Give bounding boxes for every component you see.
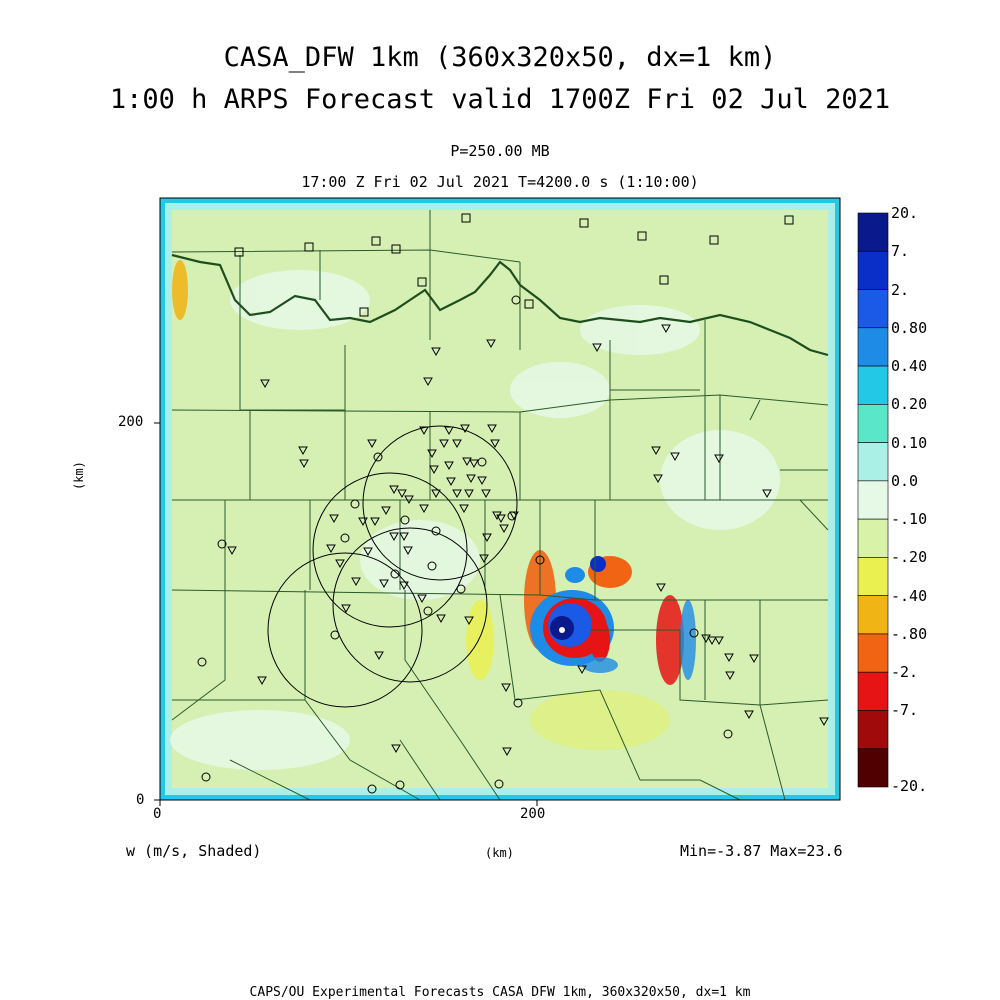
circle-station-marker xyxy=(535,555,545,565)
colorbar-swatch xyxy=(857,518,889,558)
county-boundaries xyxy=(171,210,829,801)
circle-station-marker xyxy=(400,515,410,525)
colorbar-label: 7. xyxy=(891,242,910,261)
colorbar-label: 20. xyxy=(891,204,919,222)
colorbar-label: -2. xyxy=(891,663,919,682)
colorbar-swatch xyxy=(857,595,889,635)
colorbar-label: -7. xyxy=(891,701,919,720)
circle-station-marker xyxy=(427,561,437,571)
square-station-marker xyxy=(304,242,314,252)
minmax-label: Min=-3.87 Max=23.6 xyxy=(680,842,843,860)
plot-border xyxy=(159,197,841,801)
y-axis-label: (km) xyxy=(72,461,86,490)
circle-station-marker xyxy=(390,569,400,579)
axis-ticks xyxy=(154,422,538,806)
circle-station-marker xyxy=(511,295,521,305)
colorbar-swatch xyxy=(857,557,889,596)
field-label: w (m/s, Shaded) xyxy=(126,842,262,860)
y-tick-200: 200 xyxy=(118,414,144,430)
colorbar-swatch xyxy=(857,327,889,367)
circle-station-marker xyxy=(723,729,733,739)
colorbar xyxy=(857,212,889,788)
footer: CAPS/OU Experimental Forecasts CASA DFW … xyxy=(249,985,751,1000)
circle-station-marker xyxy=(373,452,383,462)
colorbar-swatch xyxy=(857,442,889,482)
colorbar-label: 0.0 xyxy=(891,471,919,490)
square-station-marker xyxy=(461,213,471,223)
pressure-level: P=250.00 MB xyxy=(450,142,550,160)
colorbar-label: -.80 xyxy=(891,624,928,643)
x-axis-label: (km) xyxy=(485,846,514,860)
square-station-marker xyxy=(637,231,647,241)
storm-updraft xyxy=(524,550,696,685)
colorbar-label: -.10 xyxy=(891,510,928,529)
colorbar-label: 2. xyxy=(891,280,910,299)
circle-station-marker xyxy=(367,784,377,794)
radar-range-rings xyxy=(267,425,518,708)
y-tick-0: 0 xyxy=(136,792,145,808)
colorbar-swatch xyxy=(857,671,889,711)
square-station-marker xyxy=(391,244,401,254)
circle-station-marker xyxy=(350,499,360,509)
colorbar-swatch xyxy=(857,748,889,788)
circle-station-marker xyxy=(431,526,441,536)
circle-station-marker xyxy=(217,539,227,549)
circle-station-marker xyxy=(197,657,207,667)
x-tick-0: 0 xyxy=(153,806,162,822)
colorbar-swatch xyxy=(857,289,889,329)
colorbar-swatch xyxy=(857,365,889,405)
colorbar-label: -.20 xyxy=(891,548,928,567)
circle-station-marker xyxy=(340,533,350,543)
colorbar-swatch xyxy=(857,404,889,443)
colorbar-label: -20. xyxy=(891,777,928,795)
circle-station-marker xyxy=(201,772,211,782)
station-markers xyxy=(197,213,794,794)
colorbar-label: 0.20 xyxy=(891,395,928,414)
triangle-station-markers xyxy=(227,324,829,757)
square-station-marker xyxy=(579,218,589,228)
chart-title-line1: CASA_DFW 1km (360x320x50, dx=1 km) xyxy=(223,42,777,73)
square-station-marker xyxy=(417,277,427,287)
valid-time-line: 17:00 Z Fri 02 Jul 2021 T=4200.0 s (1:10… xyxy=(301,173,699,191)
square-station-marker xyxy=(659,275,669,285)
red-river-border xyxy=(171,253,829,357)
square-station-marker xyxy=(371,236,381,246)
circle-station-marker xyxy=(330,630,340,640)
circle-station-marker xyxy=(689,628,699,638)
field-patches xyxy=(170,260,780,770)
circle-station-marker xyxy=(456,584,466,594)
colorbar-label: 0.80 xyxy=(891,318,928,337)
colorbar-label: -.40 xyxy=(891,586,928,605)
square-station-marker xyxy=(359,307,369,317)
colorbar-label: 0.10 xyxy=(891,433,928,452)
circle-station-marker xyxy=(423,606,433,616)
circle-station-marker xyxy=(395,780,405,790)
colorbar-swatch xyxy=(857,480,889,520)
x-tick-200: 200 xyxy=(520,806,546,822)
chart-title-line2: 1:00 h ARPS Forecast valid 1700Z Fri 02 … xyxy=(109,84,891,115)
colorbar-swatch xyxy=(857,633,889,673)
colorbar-swatch xyxy=(857,212,889,252)
circle-station-marker xyxy=(477,457,487,467)
colorbar-label: 0.40 xyxy=(891,357,928,376)
colorbar-swatch xyxy=(857,710,889,750)
square-station-marker xyxy=(524,299,534,309)
circle-station-marker xyxy=(494,779,504,789)
square-station-marker xyxy=(709,235,719,245)
colorbar-swatch xyxy=(857,250,889,290)
square-station-marker xyxy=(784,215,794,225)
circle-station-marker xyxy=(513,698,523,708)
square-station-marker xyxy=(234,247,244,257)
